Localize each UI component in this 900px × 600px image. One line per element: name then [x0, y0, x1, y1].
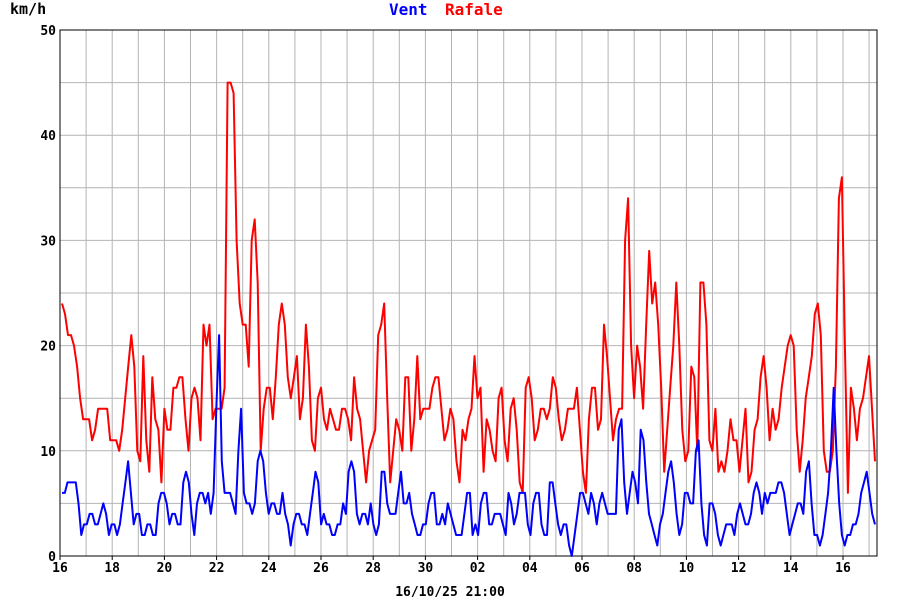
- x-tick-label: 24: [261, 561, 277, 576]
- x-tick-label: 08: [626, 561, 642, 576]
- x-tick-label: 22: [209, 561, 225, 576]
- y-tick-label: 10: [40, 445, 56, 460]
- x-tick-label: 02: [470, 561, 486, 576]
- tick-labels: 0 10 20 30 40 50 16 18 20 22 24 26 28 30 02 04 06 08 10 12 1…: [40, 24, 851, 576]
- x-tick-label: 20: [157, 561, 173, 576]
- x-tick-label: 28: [365, 561, 381, 576]
- series-layer: [61, 81, 876, 557]
- x-tick-label: 18: [104, 561, 120, 576]
- plot-frame: [59, 29, 878, 557]
- x-tick-label: 04: [522, 561, 538, 576]
- x-tick-label: 10: [679, 561, 695, 576]
- series-line-vent: [62, 334, 876, 557]
- y-tick-label: 20: [40, 340, 56, 355]
- x-tick-label: 06: [574, 561, 590, 576]
- timestamp-footer: 16/10/25 21:00: [395, 585, 505, 600]
- legend: Vent Rafale: [389, 0, 503, 19]
- y-axis-unit-label: km/h: [10, 0, 46, 18]
- grid: [59, 29, 878, 557]
- x-tick-label: 16: [52, 561, 68, 576]
- legend-vent: Vent: [389, 0, 428, 19]
- legend-rafale: Rafale: [445, 0, 503, 19]
- series-line-rafale: [61, 81, 876, 494]
- x-tick-label: 16: [835, 561, 851, 576]
- x-tick-label: 26: [313, 561, 329, 576]
- x-tick-label: 12: [731, 561, 747, 576]
- y-tick-label: 50: [40, 24, 56, 39]
- y-tick-label: 30: [40, 234, 56, 249]
- x-tick-label: 14: [783, 561, 799, 576]
- y-tick-label: 40: [40, 129, 56, 144]
- y-tick-label: 0: [48, 550, 56, 565]
- x-tick-label: 30: [418, 561, 434, 576]
